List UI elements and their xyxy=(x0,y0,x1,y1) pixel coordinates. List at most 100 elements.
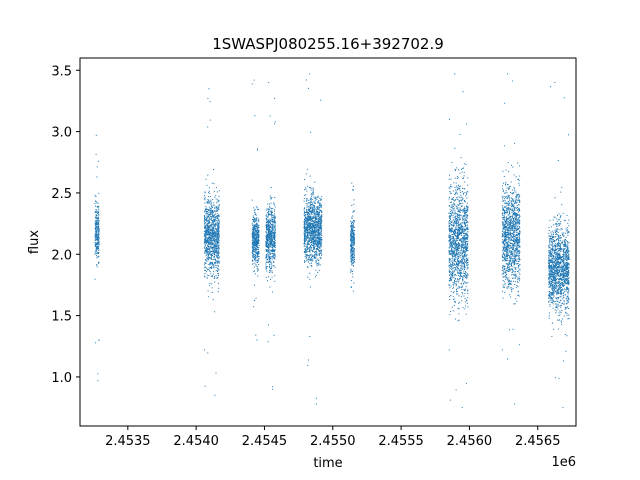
data-point xyxy=(350,252,352,254)
data-point xyxy=(305,245,307,247)
data-point xyxy=(97,380,99,382)
data-point xyxy=(350,253,352,255)
data-point xyxy=(350,255,352,257)
data-point xyxy=(351,244,353,246)
data-point xyxy=(268,230,270,232)
data-point xyxy=(210,253,212,255)
data-point xyxy=(354,242,355,244)
data-point xyxy=(450,277,451,279)
data-point xyxy=(318,226,320,228)
data-point xyxy=(452,230,454,232)
data-point xyxy=(267,227,269,229)
data-point xyxy=(306,231,308,233)
data-point xyxy=(309,246,311,248)
data-point xyxy=(309,239,311,241)
data-point xyxy=(210,208,212,210)
data-point xyxy=(216,228,218,230)
data-point xyxy=(456,252,458,254)
data-point xyxy=(313,238,315,240)
data-point xyxy=(465,242,466,244)
data-point xyxy=(454,318,456,320)
data-point xyxy=(458,224,460,226)
data-point xyxy=(317,242,318,243)
data-point xyxy=(270,237,272,238)
data-point xyxy=(459,203,461,205)
data-point xyxy=(450,294,452,296)
data-point xyxy=(310,229,312,231)
data-point xyxy=(209,251,211,253)
data-point xyxy=(320,238,322,240)
data-point xyxy=(214,225,216,227)
data-point xyxy=(352,221,353,223)
data-point xyxy=(209,261,211,263)
data-point xyxy=(455,247,457,249)
data-point xyxy=(353,257,355,259)
data-point xyxy=(98,234,100,236)
data-point xyxy=(258,236,260,238)
data-point xyxy=(450,231,452,233)
data-point xyxy=(211,222,213,224)
data-point xyxy=(209,234,211,236)
data-point xyxy=(266,225,267,227)
data-point xyxy=(464,224,466,226)
data-point xyxy=(321,196,323,198)
data-point xyxy=(467,191,469,193)
data-point xyxy=(210,257,212,259)
data-point xyxy=(319,202,321,204)
data-point xyxy=(353,249,355,251)
data-point xyxy=(205,229,207,231)
data-point xyxy=(466,191,468,193)
data-point xyxy=(267,238,269,240)
data-point xyxy=(307,243,309,245)
data-point xyxy=(304,249,306,251)
data-point xyxy=(213,221,215,223)
data-point xyxy=(98,160,99,162)
data-point xyxy=(306,247,308,249)
data-point xyxy=(256,238,258,240)
data-point xyxy=(319,218,321,220)
data-point xyxy=(274,227,276,229)
data-point xyxy=(306,215,308,217)
data-point xyxy=(453,243,455,245)
data-point xyxy=(455,231,456,233)
data-point xyxy=(204,247,206,249)
data-point xyxy=(454,245,456,247)
data-point xyxy=(462,218,464,220)
data-point xyxy=(460,233,461,235)
data-point xyxy=(464,250,465,252)
data-point xyxy=(95,231,96,233)
data-point xyxy=(210,228,212,230)
data-point xyxy=(455,220,457,222)
data-point xyxy=(256,241,258,243)
data-point xyxy=(312,232,314,234)
data-point xyxy=(306,206,308,208)
data-point xyxy=(270,210,272,212)
data-point xyxy=(267,259,268,261)
data-point xyxy=(208,222,210,224)
data-point xyxy=(213,240,215,242)
data-point xyxy=(216,219,218,221)
data-point xyxy=(269,115,271,117)
data-point xyxy=(215,233,217,235)
data-point xyxy=(98,212,99,213)
data-point xyxy=(210,216,212,217)
data-point xyxy=(455,248,457,250)
data-point xyxy=(312,238,314,240)
data-point xyxy=(207,231,209,233)
data-point xyxy=(97,206,99,207)
data-point xyxy=(211,229,213,231)
data-point xyxy=(96,222,97,224)
data-point xyxy=(321,211,322,213)
data-point xyxy=(350,261,352,263)
data-point xyxy=(318,241,320,243)
data-point xyxy=(317,239,319,241)
data-point xyxy=(215,245,217,247)
data-point xyxy=(274,222,276,224)
data-point xyxy=(212,226,214,228)
data-point xyxy=(458,302,460,304)
data-point xyxy=(97,202,99,204)
data-point xyxy=(98,220,100,222)
data-point xyxy=(352,276,354,278)
data-point xyxy=(95,226,97,228)
data-point xyxy=(204,264,205,266)
